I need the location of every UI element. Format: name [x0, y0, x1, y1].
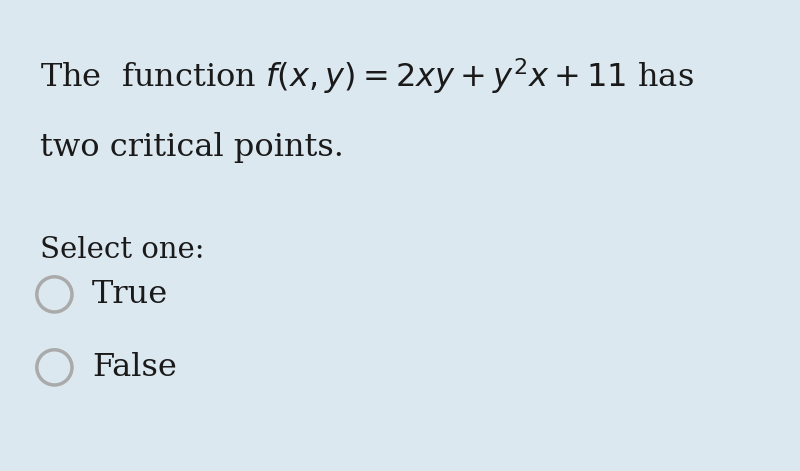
Text: False: False	[92, 352, 177, 383]
Text: Select one:: Select one:	[40, 236, 205, 263]
Text: two critical points.: two critical points.	[40, 132, 344, 163]
Text: The  function $f(x, y) = 2xy + y^2x + 11$ has: The function $f(x, y) = 2xy + y^2x + 11$…	[40, 57, 694, 96]
Text: True: True	[92, 279, 168, 310]
